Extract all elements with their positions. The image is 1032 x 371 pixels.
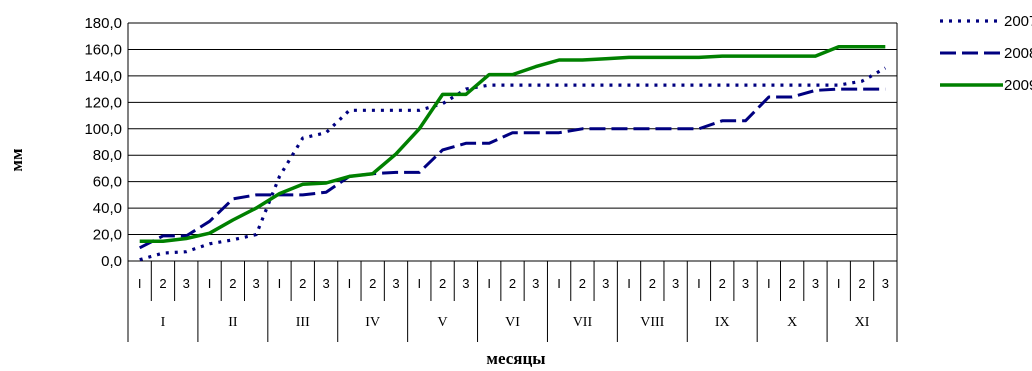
y-tick-label: 120,0 xyxy=(84,94,122,111)
x-tick-label-dekad: I xyxy=(278,276,282,291)
x-tick-label-month: VIII xyxy=(640,315,664,330)
x-tick-label-dekad: 3 xyxy=(742,276,749,291)
x-tick-label-dekad: 2 xyxy=(649,276,656,291)
legend-label-2008: 2008 xyxy=(1004,45,1032,62)
y-tick-label: 60,0 xyxy=(93,174,122,191)
y-tick-label: 180,0 xyxy=(84,15,122,32)
gridlines xyxy=(127,22,898,262)
x-tick-label-dekad: 2 xyxy=(789,276,796,291)
x-tick-label-dekad: 3 xyxy=(882,276,889,291)
x-tick-label-month: VI xyxy=(505,315,520,330)
y-tick-label: 80,0 xyxy=(93,147,122,164)
x-tick-label-dekad: I xyxy=(208,276,212,291)
x-tick-label-month: XI xyxy=(855,315,870,330)
x-tick-label-dekad: 2 xyxy=(439,276,446,291)
x-tick-label-dekad: 2 xyxy=(299,276,306,291)
series-line-2008 xyxy=(139,87,886,250)
x-tick-label-month: I xyxy=(161,315,166,330)
x-tick-label-dekad: 3 xyxy=(462,276,469,291)
x-tick-label-dekad: 2 xyxy=(229,276,236,291)
x-tick-label-month: V xyxy=(438,315,448,330)
x-tick-label-dekad: 3 xyxy=(532,276,539,291)
x-axis-table: I 2 3 I 2 3 I 2 3 I 2 3 I 2 3 I 2 3 I 2 3 I 2 3 I 2 3 I 2 3 I 2 3I II III I… xyxy=(127,260,898,342)
x-axis-label: месяцы xyxy=(486,349,545,368)
y-tick-label: 160,0 xyxy=(84,41,122,58)
x-tick-label-dekad: 3 xyxy=(322,276,329,291)
series-line-2009 xyxy=(139,45,886,243)
y-tick-label: 40,0 xyxy=(93,200,122,217)
x-tick-label-dekad: I xyxy=(837,276,841,291)
series-lines xyxy=(139,45,887,262)
y-tick-label: 20,0 xyxy=(93,227,122,244)
x-tick-label-dekad: 3 xyxy=(183,276,190,291)
y-tick-label: 140,0 xyxy=(84,68,122,85)
y-tick-label: 0,0 xyxy=(101,253,122,270)
legend-label-2007: 2007 xyxy=(1004,13,1032,30)
x-tick-label-dekad: 2 xyxy=(858,276,865,291)
x-tick-label-dekad: I xyxy=(348,276,352,291)
x-tick-label-dekad: 3 xyxy=(812,276,819,291)
series-line-2007 xyxy=(139,66,887,262)
x-tick-label-month: IX xyxy=(715,315,730,330)
x-tick-label-dekad: 2 xyxy=(509,276,516,291)
legend: 2007 2008 2009 xyxy=(940,13,1032,94)
y-axis-label: мм xyxy=(7,148,26,172)
x-tick-label-month: IV xyxy=(365,315,380,330)
x-tick-label-month: VII xyxy=(573,315,593,330)
x-tick-label-dekad: 3 xyxy=(253,276,260,291)
x-tick-label-dekad: I xyxy=(487,276,491,291)
legend-label-2009: 2009 xyxy=(1004,77,1032,94)
x-tick-label-dekad: 2 xyxy=(719,276,726,291)
x-tick-label-month: X xyxy=(787,315,797,330)
x-tick-label-month: III xyxy=(296,315,310,330)
y-tick-labels: 0,0 20,0 40,0 60,0 80,0 100,0 120,0 140,0 160,0 1… xyxy=(84,15,122,270)
x-tick-label-dekad: 3 xyxy=(392,276,399,291)
x-tick-label-dekad: 3 xyxy=(672,276,679,291)
x-tick-label-dekad: 2 xyxy=(579,276,586,291)
x-tick-label-dekad: I xyxy=(417,276,421,291)
x-tick-label-month: II xyxy=(228,315,238,330)
x-tick-label-dekad: 2 xyxy=(159,276,166,291)
x-tick-label-dekad: 3 xyxy=(602,276,609,291)
x-tick-label-dekad: I xyxy=(557,276,561,291)
x-tick-label-dekad: I xyxy=(697,276,701,291)
x-tick-label-dekad: I xyxy=(138,276,142,291)
y-tick-label: 100,0 xyxy=(84,121,122,138)
x-tick-label-dekad: I xyxy=(627,276,631,291)
x-tick-label-dekad: I xyxy=(767,276,771,291)
x-tick-label-dekad: 2 xyxy=(369,276,376,291)
